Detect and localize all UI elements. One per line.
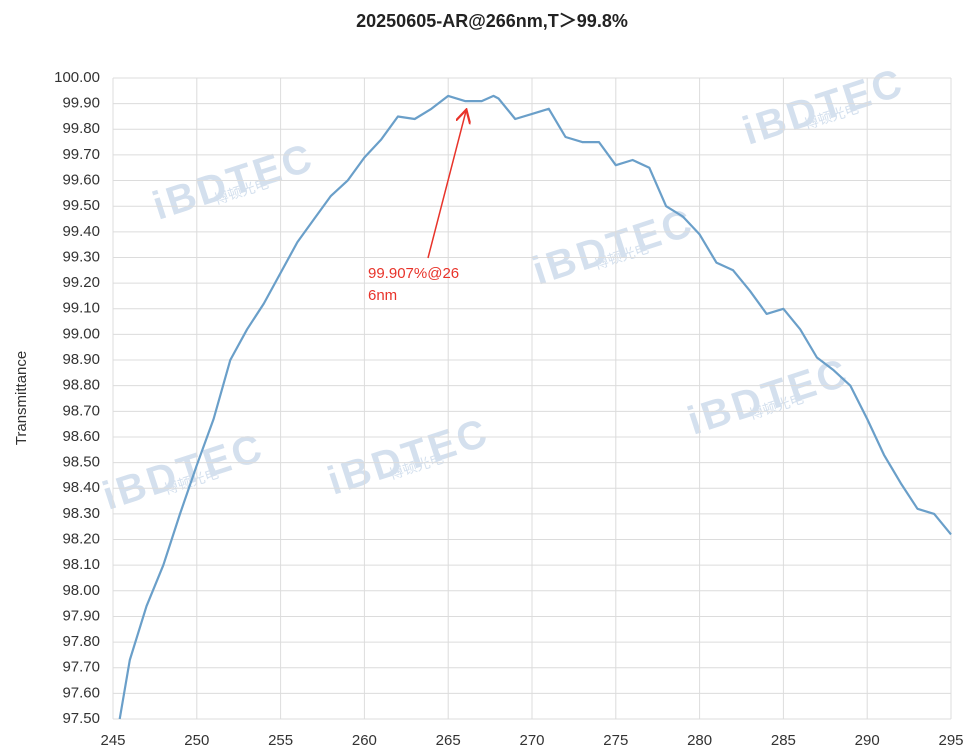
y-tick-label: 97.90 <box>62 607 100 624</box>
y-tick-label: 99.70 <box>62 146 100 163</box>
y-tick-label: 98.80 <box>62 377 100 394</box>
y-tick-label: 99.90 <box>62 95 100 112</box>
x-tick-label: 285 <box>771 732 796 749</box>
y-tick-label: 99.40 <box>62 223 100 240</box>
y-tick-label: 99.60 <box>62 172 100 189</box>
y-tick-label: 100.00 <box>54 69 100 86</box>
y-tick-label: 97.80 <box>62 633 100 650</box>
watermark: iBDTEC <box>737 60 909 153</box>
y-tick-label: 98.70 <box>62 402 100 419</box>
y-tick-label: 99.00 <box>62 325 100 342</box>
x-tick-label: 295 <box>938 732 963 749</box>
y-tick-label: 98.50 <box>62 454 100 471</box>
y-tick-label: 98.30 <box>62 505 100 522</box>
x-tick-label: 245 <box>100 732 125 749</box>
y-tick-label: 97.60 <box>62 684 100 701</box>
y-tick-label: 98.10 <box>62 556 100 573</box>
annotation: 6nm <box>368 287 397 304</box>
x-tick-label: 290 <box>855 732 880 749</box>
watermark: iBDTEC <box>322 410 494 503</box>
y-tick-label: 99.30 <box>62 248 100 265</box>
watermark: iBDTEC <box>682 350 854 443</box>
annotation: 99.907%@26 <box>368 265 459 282</box>
grid <box>112 77 952 720</box>
x-tick-label: 250 <box>184 732 209 749</box>
y-tick-label: 99.80 <box>62 120 100 137</box>
annotation-arrow <box>427 111 466 259</box>
y-tick-label: 98.60 <box>62 428 100 445</box>
y-tick-label: 98.40 <box>62 479 100 496</box>
x-tick-label: 280 <box>687 732 712 749</box>
y-tick-label: 97.50 <box>62 710 100 727</box>
x-tick-label: 270 <box>519 732 544 749</box>
line <box>118 94 952 720</box>
y-tick-label: 98.90 <box>62 351 100 368</box>
x-tick-label: 255 <box>268 732 293 749</box>
watermark: iBDTEC <box>147 135 319 228</box>
x-tick-label: 260 <box>352 732 377 749</box>
x-tick-label: 265 <box>436 732 461 749</box>
x-tick-label: 275 <box>603 732 628 749</box>
watermark: iBDTEC <box>527 200 699 293</box>
y-tick-label: 97.70 <box>62 659 100 676</box>
y-tick-label: 99.20 <box>62 274 100 291</box>
y-axis-label: Transmittance <box>13 351 30 445</box>
chart-title: 20250605-AR@266nm,T＞99.8% <box>356 11 628 31</box>
y-tick-label: 98.00 <box>62 582 100 599</box>
y-tick-label: 99.50 <box>62 197 100 214</box>
y-tick-label: 98.20 <box>62 530 100 547</box>
y-tick-label: 99.10 <box>62 300 100 317</box>
